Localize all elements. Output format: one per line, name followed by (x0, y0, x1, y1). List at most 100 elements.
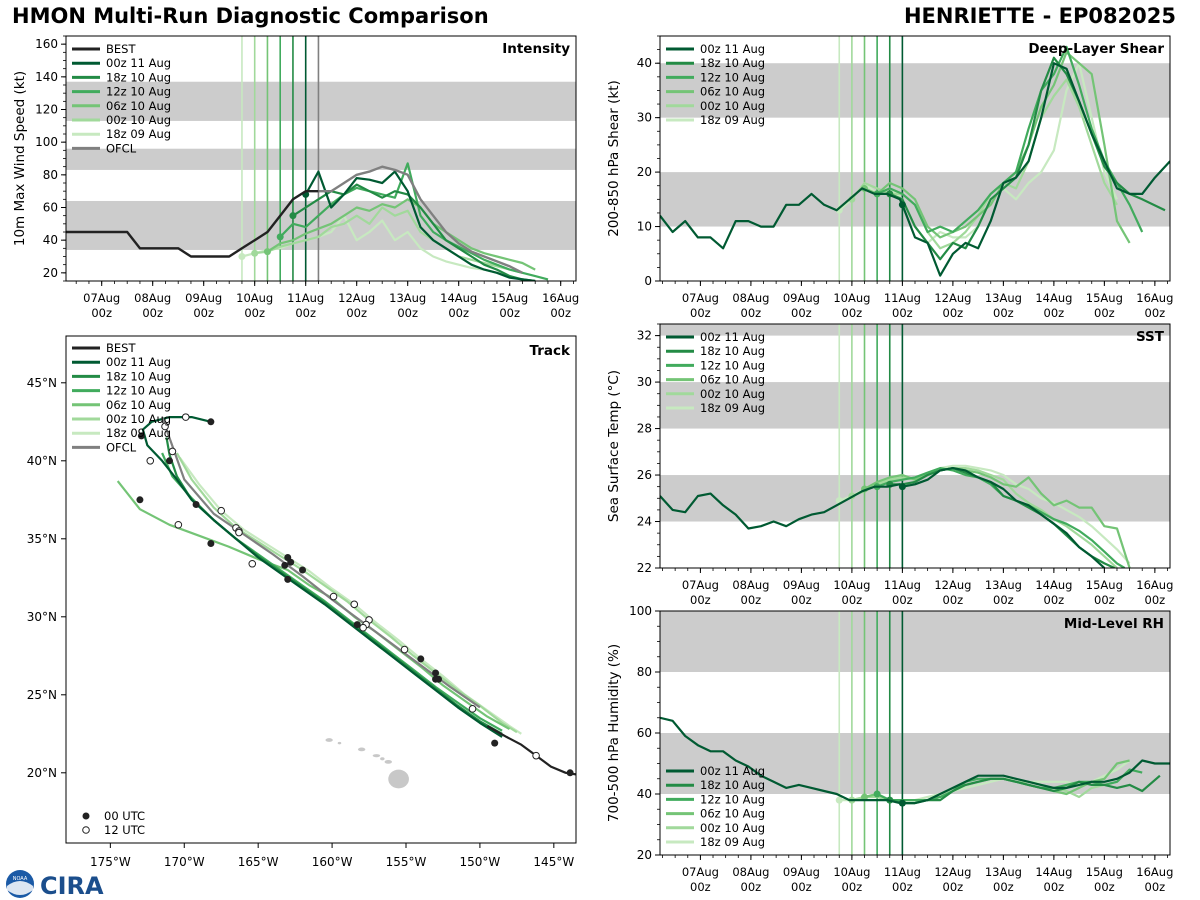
legend-label: 00z 11 Aug (106, 355, 171, 369)
track-line (165, 437, 503, 735)
x-tick-label-date: 15Aug (1086, 291, 1123, 305)
x-tick-label-date: 12Aug (934, 578, 971, 592)
track-00utc-dot (287, 558, 295, 566)
legend-label: 00z 11 Aug (700, 764, 765, 778)
legend-label: 00z 11 Aug (700, 42, 765, 56)
x-tick-label-date: 11Aug (884, 291, 921, 305)
x-tick-label-date: 08Aug (732, 865, 769, 879)
x-tick-label-hour: 00z (1044, 880, 1065, 894)
series-group (660, 45, 1170, 277)
x-tick-label-hour: 00z (448, 306, 469, 320)
legend-label: 12z 10 Aug (700, 792, 765, 806)
y-tick-label: 40 (637, 787, 652, 801)
x-tick-label-date: 10Aug (833, 291, 870, 305)
x-tick-label-hour: 00z (741, 593, 762, 607)
track-00utc-dot (566, 769, 574, 777)
x-tick-label-hour: 00z (741, 880, 762, 894)
series-line (863, 467, 1131, 568)
x-tick-label-hour: 00z (1044, 306, 1065, 320)
series-start-marker (898, 483, 906, 491)
y-tick-label: 0 (644, 274, 652, 288)
track-00utc-dot (417, 655, 425, 663)
track-00utc-dot (207, 539, 215, 547)
figure-title: HMON Multi-Run Diagnostic Comparison (12, 4, 489, 28)
y-tick-label: 20 (43, 266, 58, 280)
x-tick-label-hour: 00z (741, 306, 762, 320)
x-tick-label-date: 11Aug (884, 865, 921, 879)
x-tick-label-date: 07Aug (682, 865, 719, 879)
series-start-marker (289, 212, 297, 220)
legend-label: 18z 09 Aug (700, 835, 765, 849)
x-tick-label-date: 13Aug (985, 291, 1022, 305)
track-12utc-dot (235, 528, 243, 537)
track-line (178, 457, 522, 735)
x-tick-label-hour: 00z (993, 880, 1014, 894)
y-tick-label: 30 (637, 111, 652, 125)
legend-label: 06z 10 Aug (700, 807, 765, 821)
legend-label: 18z 09 Aug (106, 426, 171, 440)
panel-rh: 2040608010007Aug00z08Aug00z09Aug00z10Aug… (606, 604, 1173, 894)
series-group (660, 716, 1170, 807)
track-00utc-dot (353, 621, 361, 629)
y-tick-label: 100 (35, 135, 58, 149)
legend-label: 18z 09 Aug (700, 113, 765, 127)
track-12utc-dot (174, 520, 183, 529)
x-tick-label-hour: 00z (1094, 593, 1115, 607)
y-tick-label: 40 (43, 233, 58, 247)
series-line (304, 170, 536, 281)
legend-label: 18z 09 Aug (700, 401, 765, 415)
x-tick-label-hour: 00z (1044, 593, 1065, 607)
x-tick-label-date: 15Aug (1086, 578, 1123, 592)
track-line (116, 480, 511, 731)
panel-label: Intensity (502, 41, 570, 57)
x-tick-label-date: 10Aug (833, 578, 870, 592)
x-tick-label-hour: 00z (499, 306, 520, 320)
track-12utc-dot (468, 705, 477, 713)
x-tick-label-hour: 00z (943, 593, 964, 607)
x-tick-label-hour: 00z (842, 593, 863, 607)
y-axis-label: 10m Max Wind Speed (kt) (12, 71, 28, 246)
y-tick-label: 30 (637, 375, 652, 389)
track-12utc-dot (146, 457, 155, 465)
x-tick-label-hour: 00z (791, 880, 812, 894)
series-line (660, 716, 1170, 805)
x-tick-label-hour: 00z (993, 593, 1014, 607)
x-tick-label-hour: 00z (142, 306, 163, 320)
y-tick-label: 160 (35, 37, 58, 51)
legend-00utc-dot (82, 812, 90, 820)
track-00utc-dot (284, 575, 292, 583)
series-start-marker (263, 248, 271, 256)
track-line (161, 416, 481, 709)
y-tick-label: 10 (637, 220, 652, 234)
y-tick-label: 45°N (27, 376, 57, 390)
hawaii-island (357, 747, 366, 752)
x-tick-label-hour: 00z (791, 306, 812, 320)
x-tick-label: 170°W (164, 855, 205, 869)
x-tick-label-hour: 00z (1145, 593, 1166, 607)
y-tick-label: 32 (637, 329, 652, 343)
panel-track: 175°W 170°W 165°W 160°W 155°W 150°W 145°W 20°N 2… (27, 335, 577, 869)
x-tick-label-hour: 00z (892, 306, 913, 320)
y-tick-label: 20°N (27, 766, 57, 780)
band-2 (660, 324, 1170, 336)
track-00utc-dot (165, 457, 173, 465)
track-12utc-dot (161, 422, 169, 431)
y-tick-label: 60 (637, 726, 652, 740)
x-tick-label-hour: 00z (91, 306, 112, 320)
y-tick-label: 60 (43, 201, 58, 215)
x-tick-label-date: 09Aug (783, 578, 820, 592)
track-12utc-dot (350, 600, 359, 609)
y-axis-label: 700-500 hPa Humidity (%) (606, 644, 622, 822)
legend-label: 06z 10 Aug (700, 373, 765, 387)
series-group (66, 162, 549, 281)
y-tick-label: 20 (637, 165, 652, 179)
y-tick-label: 26 (637, 468, 652, 482)
x-tick-label-date: 16Aug (1136, 865, 1173, 879)
track-12utc-dot (532, 751, 540, 760)
track-map (116, 413, 576, 789)
x-tick-label-hour: 00z (244, 306, 265, 320)
track-00utc-dot (192, 500, 200, 508)
legend-label: 12z 10 Aug (106, 85, 171, 99)
